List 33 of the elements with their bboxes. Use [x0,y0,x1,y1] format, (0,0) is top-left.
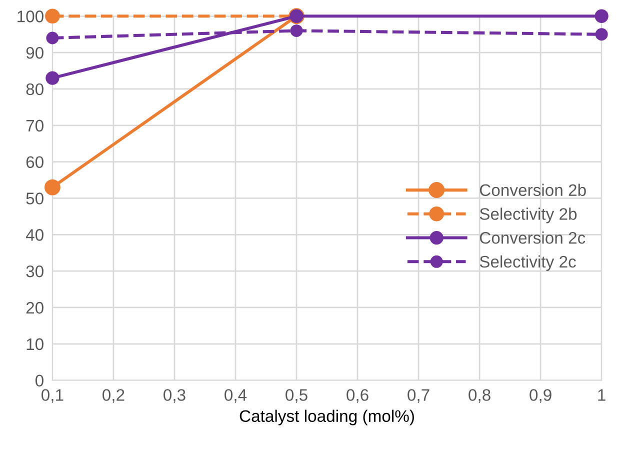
y-tick-label: 20 [26,302,44,314]
point [46,32,59,44]
y-tick-label: 10 [26,338,44,350]
legend-label: Selectivity 2b [480,208,577,224]
y-tick-label: 60 [26,156,44,168]
point [594,9,608,23]
y-tick-label: 50 [26,192,44,204]
x-tick-label: 0,4 [224,389,247,403]
y-tick-label: 90 [26,46,44,59]
x-tick-label: 0,7 [408,389,430,403]
point [44,179,60,196]
y-tick-label: 70 [26,120,44,132]
x-tick-label: 0,3 [164,389,186,403]
point [45,8,60,24]
legend-label: Selectivity 2c [480,255,576,271]
x-tick-label: 0,5 [286,389,308,403]
y-tick-label: 0 [35,374,44,387]
legend-label: Conversion 2b [480,184,586,196]
x-axis-title: Catalyst loading (mol%) [240,410,414,426]
y-tick-label: 30 [26,265,44,278]
x-tick-label: 0,9 [530,389,552,403]
legend-label: Conversion 2c [480,232,586,244]
x-tick-label: 0,1 [42,389,64,403]
x-tick-label: 0,6 [346,389,368,403]
y-tick-label: 100 [18,10,44,22]
x-tick-label: 0,2 [102,389,124,403]
y-tick-label: 80 [26,83,44,96]
point [595,28,608,41]
point [46,71,60,85]
x-tick-label: 0,8 [468,389,490,403]
x-tick-label: 1 [598,389,606,401]
y-tick-label: 40 [26,229,44,241]
point [290,24,303,37]
